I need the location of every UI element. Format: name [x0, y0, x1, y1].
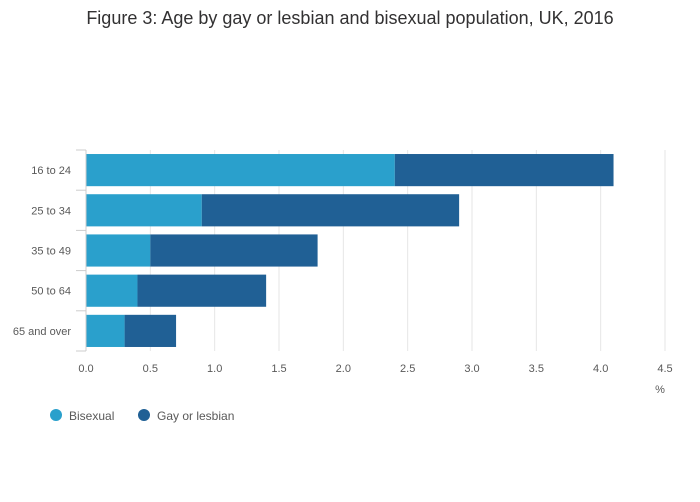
- legend: Bisexual Gay or lesbian: [50, 409, 234, 423]
- bar-segment: [86, 154, 395, 187]
- bar-segment: [86, 314, 125, 347]
- bar-segment: [124, 314, 177, 347]
- legend-marker: [50, 409, 62, 421]
- y-category-label: 65 and over: [13, 326, 71, 338]
- bar-segment: [137, 274, 267, 307]
- y-category-label: 50 to 64: [31, 286, 71, 298]
- x-tick-label: 0.5: [143, 363, 158, 375]
- legend-marker: [138, 409, 150, 421]
- bar-segment: [150, 234, 318, 267]
- y-category-label: 25 to 34: [31, 205, 71, 217]
- x-tick-label: 4.5: [657, 363, 672, 375]
- bar-segment: [86, 274, 138, 307]
- x-tick-label: 1.5: [271, 363, 286, 375]
- x-tick-label: 3.5: [529, 363, 544, 375]
- x-tick-label: 1.0: [207, 363, 222, 375]
- x-tick-label: 4.0: [593, 363, 608, 375]
- y-category-label: 16 to 24: [31, 165, 71, 177]
- bar-layer: [86, 154, 614, 347]
- legend-label: Gay or lesbian: [157, 409, 234, 423]
- bar-segment: [201, 194, 460, 227]
- y-category-label: 35 to 49: [31, 246, 71, 258]
- x-tick-label: 2.0: [336, 363, 351, 375]
- legend-label: Bisexual: [69, 409, 114, 423]
- x-axis-unit-label: %: [655, 384, 665, 396]
- x-tick-label: 0.0: [78, 363, 93, 375]
- chart-title: Figure 3: Age by gay or lesbian and bise…: [86, 8, 613, 28]
- x-tick-label: 3.0: [464, 363, 479, 375]
- axis-layer: 0.0 0.5 1.0 1.5 2.0 2.5 3.0 3.5 4.0 4.5 16 to 24 25…: [13, 149, 673, 375]
- bar-segment: [86, 234, 151, 267]
- x-tick-label: 2.5: [400, 363, 415, 375]
- bar-segment: [394, 154, 614, 187]
- bar-segment: [86, 194, 202, 227]
